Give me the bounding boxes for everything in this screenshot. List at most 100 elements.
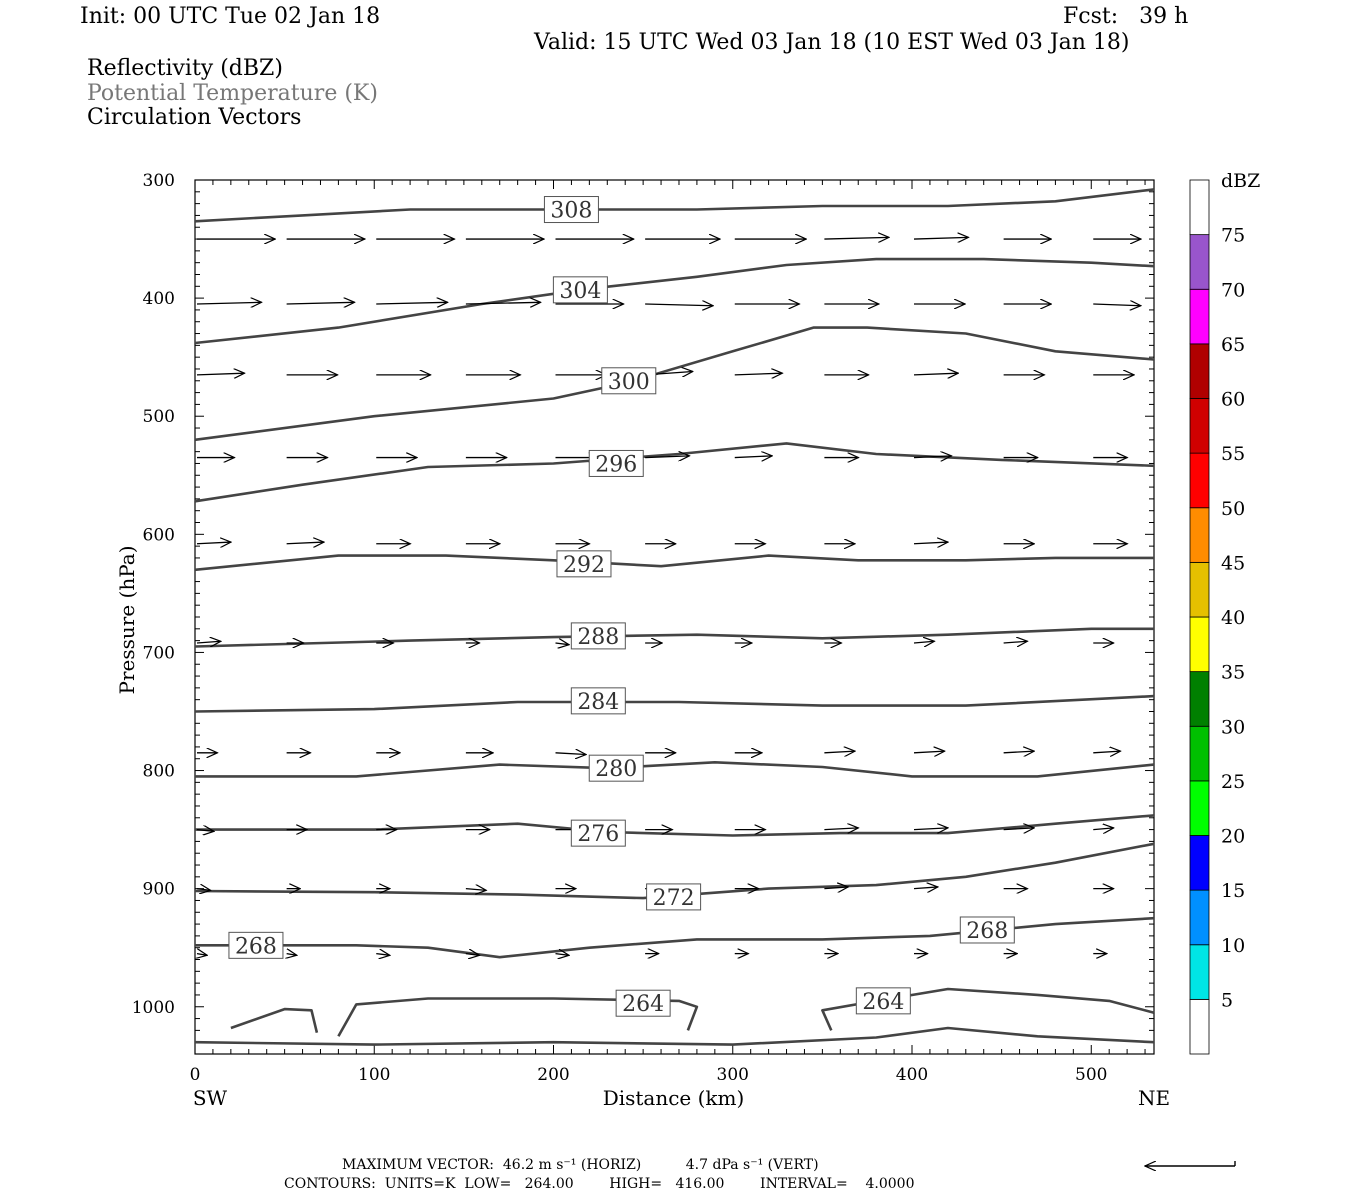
contour-label: 280 — [595, 757, 637, 782]
theta-contour — [195, 814, 1155, 837]
y-axis-label: Pressure (hPa) — [115, 546, 139, 695]
circulation-vector — [287, 954, 297, 956]
field-reflectivity: Reflectivity (dBZ) — [87, 56, 283, 81]
x-tick-label: 0 — [190, 1065, 201, 1085]
theta-contour — [194, 554, 1154, 572]
circulation-vector — [824, 751, 855, 753]
theta-contour — [194, 694, 1155, 713]
circulation-vector — [734, 373, 783, 375]
colorbar-segment — [1189, 944, 1210, 1000]
contour-label: 288 — [577, 625, 619, 650]
valid-time: Valid: 15 UTC Wed 03 Jan 18 (10 EST Wed … — [534, 30, 1130, 55]
contour-label: 272 — [653, 886, 695, 911]
circulation-vector — [196, 889, 211, 891]
colorbar-label: 70 — [1221, 279, 1245, 301]
y-tick-label: 500 — [143, 407, 175, 427]
colorbar-segment — [1189, 616, 1210, 673]
colorbar-label: 45 — [1221, 552, 1245, 574]
circulation-vector — [645, 304, 713, 306]
colorbar-label: 60 — [1221, 389, 1245, 411]
circulation-vector — [555, 753, 587, 755]
theta-contour — [194, 1026, 1155, 1046]
theta-contour — [194, 326, 1155, 442]
circulation-vector — [465, 889, 486, 891]
contour-label-box — [646, 883, 702, 911]
colorbar-segment — [1189, 835, 1210, 891]
contour-label-box — [615, 989, 671, 1017]
theta-contour — [194, 442, 1155, 503]
circulation-vector — [913, 828, 948, 830]
circulation-vector — [376, 954, 390, 956]
contour-label-box — [588, 754, 644, 782]
circulation-vector — [197, 954, 207, 956]
contours-note: CONTOURS: UNITS=K LOW= 264.00 HIGH= 416.… — [284, 1176, 915, 1192]
theta-contour — [194, 257, 1155, 345]
circulation-vector — [913, 237, 968, 239]
colorbar-segment — [1189, 288, 1210, 345]
circulation-vector — [824, 237, 889, 239]
colorbar-label: 65 — [1221, 334, 1245, 356]
init-time: Init: 00 UTC Tue 02 Jan 18 — [80, 4, 381, 29]
contour-label-box — [570, 622, 626, 650]
circulation-vector — [1093, 751, 1120, 753]
circulation-vector — [196, 302, 262, 304]
colorbar-segment — [1189, 998, 1210, 1055]
colorbar-label: 40 — [1221, 607, 1245, 629]
colorbar-segment — [1189, 179, 1210, 236]
contour-label: 268 — [966, 919, 1008, 944]
theta-contour — [195, 761, 1155, 778]
circulation-vector — [913, 641, 934, 643]
contour-label-box — [855, 987, 911, 1015]
circulation-vector — [1003, 828, 1035, 830]
colorbar-label: 55 — [1221, 443, 1245, 465]
colorbar-label: 25 — [1221, 771, 1245, 793]
colorbar-title: dBZ — [1221, 170, 1260, 192]
circulation-vector — [913, 456, 951, 458]
colorbar-label: 10 — [1221, 935, 1245, 957]
circulation-vector — [734, 456, 772, 458]
circulation-vector — [196, 542, 231, 544]
colorbar-segment — [1189, 452, 1210, 509]
contour-label-box — [570, 819, 626, 847]
y-tick-label: 1000 — [132, 998, 175, 1018]
contour-label-box — [556, 550, 612, 578]
circulation-vector — [376, 302, 447, 304]
contour-label: 264 — [862, 990, 904, 1015]
colorbar-segment — [1189, 671, 1210, 727]
colorbar-segment — [1189, 234, 1210, 290]
colorbar-label: 15 — [1221, 880, 1245, 902]
contour-label: 308 — [550, 199, 592, 224]
forecast-hour: Fcst: 39 h — [1063, 4, 1189, 29]
colorbar-segment — [1189, 889, 1210, 946]
x-left-label: SW — [193, 1086, 228, 1110]
theta-contour — [194, 627, 1154, 648]
x-tick-label: 300 — [717, 1065, 749, 1085]
contour-label-box — [570, 687, 626, 715]
colorbar-label: 20 — [1221, 826, 1245, 848]
colorbar-segment — [1189, 343, 1210, 399]
colorbar-label: 35 — [1221, 662, 1245, 684]
field-potential-temperature: Potential Temperature (K) — [87, 81, 378, 106]
contour-label-box — [601, 367, 657, 395]
circulation-vector — [913, 751, 945, 753]
contour-label-box — [552, 276, 608, 304]
x-tick-label: 200 — [537, 1065, 569, 1085]
colorbar-label: 75 — [1221, 225, 1245, 247]
x-tick-label: 500 — [1075, 1065, 1107, 1085]
contour-label: 296 — [595, 452, 637, 477]
max-vector-note: MAXIMUM VECTOR: 46.2 m s⁻¹ (HORIZ) 4.7 d… — [342, 1157, 819, 1173]
contour-label: 300 — [608, 370, 650, 395]
x-tick-label: 400 — [896, 1065, 928, 1085]
circulation-vector — [465, 954, 480, 956]
colorbar-segment — [1189, 398, 1210, 454]
circulation-vector — [913, 373, 958, 375]
x-axis-label: Distance (km) — [603, 1086, 745, 1110]
circulation-vector — [913, 887, 938, 889]
colorbar-segment — [1189, 725, 1210, 782]
contour-label-box — [588, 449, 644, 477]
theta-contour — [821, 987, 1155, 1031]
theta-contour — [230, 1007, 319, 1034]
y-tick-label: 400 — [143, 289, 175, 309]
contour-label: 268 — [235, 934, 277, 959]
y-tick-label: 900 — [143, 880, 175, 900]
